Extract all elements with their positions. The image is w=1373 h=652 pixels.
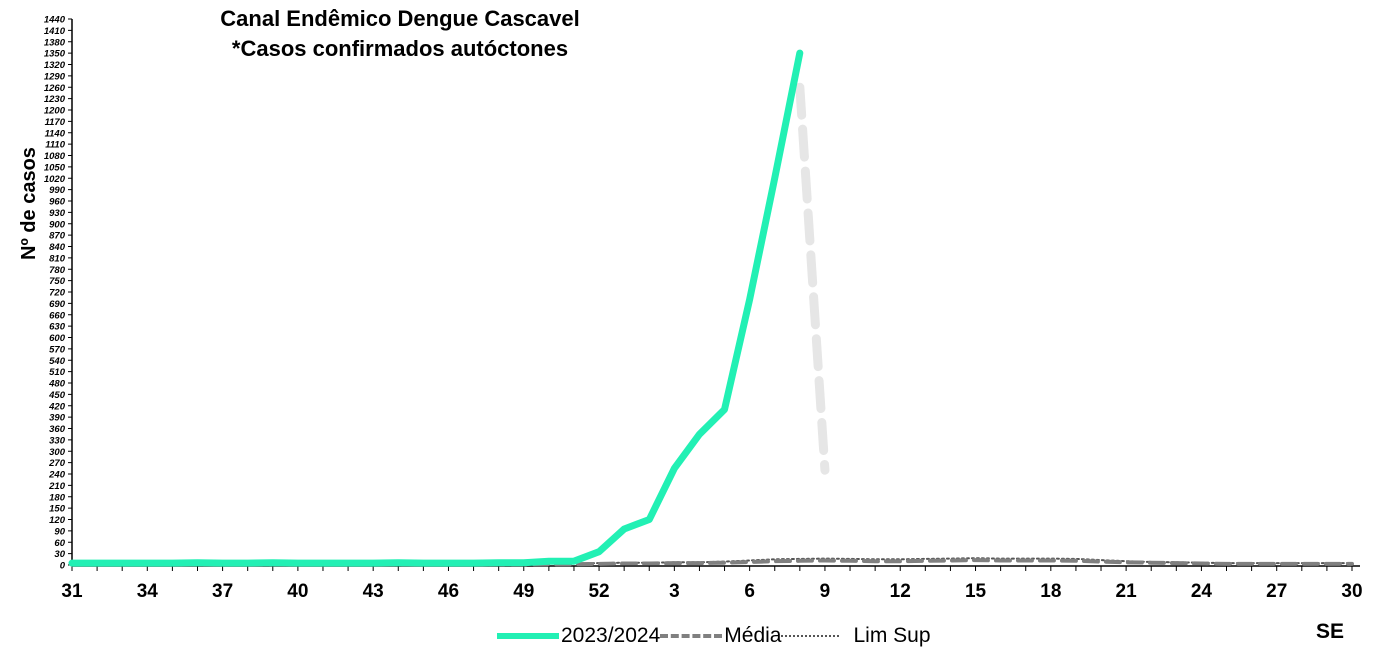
y-tick-label: 870 xyxy=(49,231,66,242)
y-tick-label: 1440 xyxy=(44,15,66,26)
y-tick-label: 360 xyxy=(49,424,66,435)
legend-item-2023-2024: 2023/2024 xyxy=(497,624,660,648)
y-tick-label: 390 xyxy=(49,413,66,424)
y-tick-label: 1350 xyxy=(44,49,66,60)
x-axis: 31 34 37 40 43 46 49 52 3 6 9 12 15 18 21 24 27 30 xyxy=(61,565,1363,602)
legend-swatch-dotted xyxy=(781,635,840,637)
chart-subtitle: *Casos confirmados autóctones xyxy=(231,36,569,61)
x-tick-label: 37 xyxy=(212,581,233,602)
x-tick-label: 6 xyxy=(744,581,755,602)
y-tick-label: 720 xyxy=(49,288,66,299)
y-tick-label: 330 xyxy=(49,435,66,446)
y-tick-label: 0 xyxy=(60,561,66,572)
y-axis-label: Nº de casos xyxy=(18,147,40,260)
x-tick-label: 15 xyxy=(965,581,987,602)
series-line-2023-2024 xyxy=(68,49,804,567)
legend-item-media: Média xyxy=(660,624,781,648)
y-tick-label: 630 xyxy=(49,322,66,333)
legend-swatch-dashed xyxy=(660,634,723,638)
y-tick-label: 30 xyxy=(54,549,65,560)
x-tick-label: 30 xyxy=(1341,581,1362,602)
x-tick-label: 52 xyxy=(588,581,609,602)
x-tick-label: 46 xyxy=(438,581,459,602)
y-tick-label: 1080 xyxy=(44,151,66,162)
y-tick-label: 270 xyxy=(48,458,66,469)
y-tick-label: 1170 xyxy=(45,117,66,128)
x-tick-label: 18 xyxy=(1040,581,1061,602)
y-tick-label: 150 xyxy=(49,504,66,515)
chart-title: Canal Endêmico Dengue Cascavel xyxy=(220,6,580,31)
x-tick-label: 21 xyxy=(1116,581,1138,602)
y-tick-label: 240 xyxy=(48,470,66,481)
y-tick-label: 210 xyxy=(48,481,66,492)
x-tick-label: 40 xyxy=(287,581,308,602)
y-tick-label: 540 xyxy=(49,356,66,367)
y-tick-label: 450 xyxy=(48,390,66,401)
chart-legend: 2023/2024 Média Lim Sup xyxy=(497,624,931,648)
x-tick-label: 49 xyxy=(513,581,534,602)
y-tick-label: 1320 xyxy=(44,60,66,71)
y-tick-label: 900 xyxy=(49,219,66,230)
y-tick-label: 780 xyxy=(49,265,66,276)
y-tick-label: 990 xyxy=(49,185,66,196)
y-tick-label: 60 xyxy=(54,538,65,549)
y-tick-label: 510 xyxy=(49,367,66,378)
y-tick-label: 90 xyxy=(54,526,65,537)
x-axis-label: SE xyxy=(1316,620,1345,643)
x-tick-label: 31 xyxy=(61,581,83,602)
y-axis: 0306090120150180210240270300330360390420… xyxy=(44,15,73,572)
y-tick-label: 1230 xyxy=(44,94,66,105)
y-tick-label: 180 xyxy=(49,492,66,503)
y-tick-label: 660 xyxy=(49,310,66,321)
y-tick-label: 1380 xyxy=(44,37,66,48)
y-tick-label: 1050 xyxy=(44,162,66,173)
y-tick-label: 1290 xyxy=(44,71,66,82)
y-tick-label: 1110 xyxy=(45,140,65,151)
y-tick-label: 120 xyxy=(49,515,66,526)
y-tick-label: 930 xyxy=(49,208,66,219)
legend-label: 2023/2024 xyxy=(561,624,661,647)
x-tick-label: 3 xyxy=(669,581,680,602)
x-tick-label: 43 xyxy=(363,581,384,602)
y-tick-label: 1140 xyxy=(45,128,66,139)
legend-label: Média xyxy=(724,624,782,647)
y-tick-label: 570 xyxy=(49,344,66,355)
legend-swatch-solid xyxy=(497,633,559,639)
y-tick-label: 810 xyxy=(49,253,66,264)
reference-dashed-line xyxy=(795,82,830,475)
y-tick-label: 480 xyxy=(48,379,66,390)
x-tick-label: 27 xyxy=(1266,581,1287,602)
y-tick-label: 1260 xyxy=(44,83,66,94)
y-tick-label: 690 xyxy=(49,299,66,310)
x-tick-label: 12 xyxy=(890,581,911,602)
x-tick-label: 34 xyxy=(137,581,159,602)
y-tick-label: 1020 xyxy=(44,174,66,185)
legend-item-lim-sup: Lim Sup xyxy=(781,624,931,648)
plot-series xyxy=(68,49,1354,567)
y-tick-label: 600 xyxy=(49,333,66,344)
legend-label: Lim Sup xyxy=(853,624,931,647)
y-tick-label: 300 xyxy=(49,447,66,458)
x-tick-label: 24 xyxy=(1191,581,1213,602)
y-tick-label: 840 xyxy=(49,242,66,253)
x-tick-label: 9 xyxy=(820,581,831,602)
y-tick-label: 1200 xyxy=(44,106,66,117)
y-tick-label: 750 xyxy=(49,276,66,287)
y-tick-label: 960 xyxy=(49,197,66,208)
y-tick-label: 420 xyxy=(48,401,66,412)
y-tick-label: 1410 xyxy=(44,26,66,37)
